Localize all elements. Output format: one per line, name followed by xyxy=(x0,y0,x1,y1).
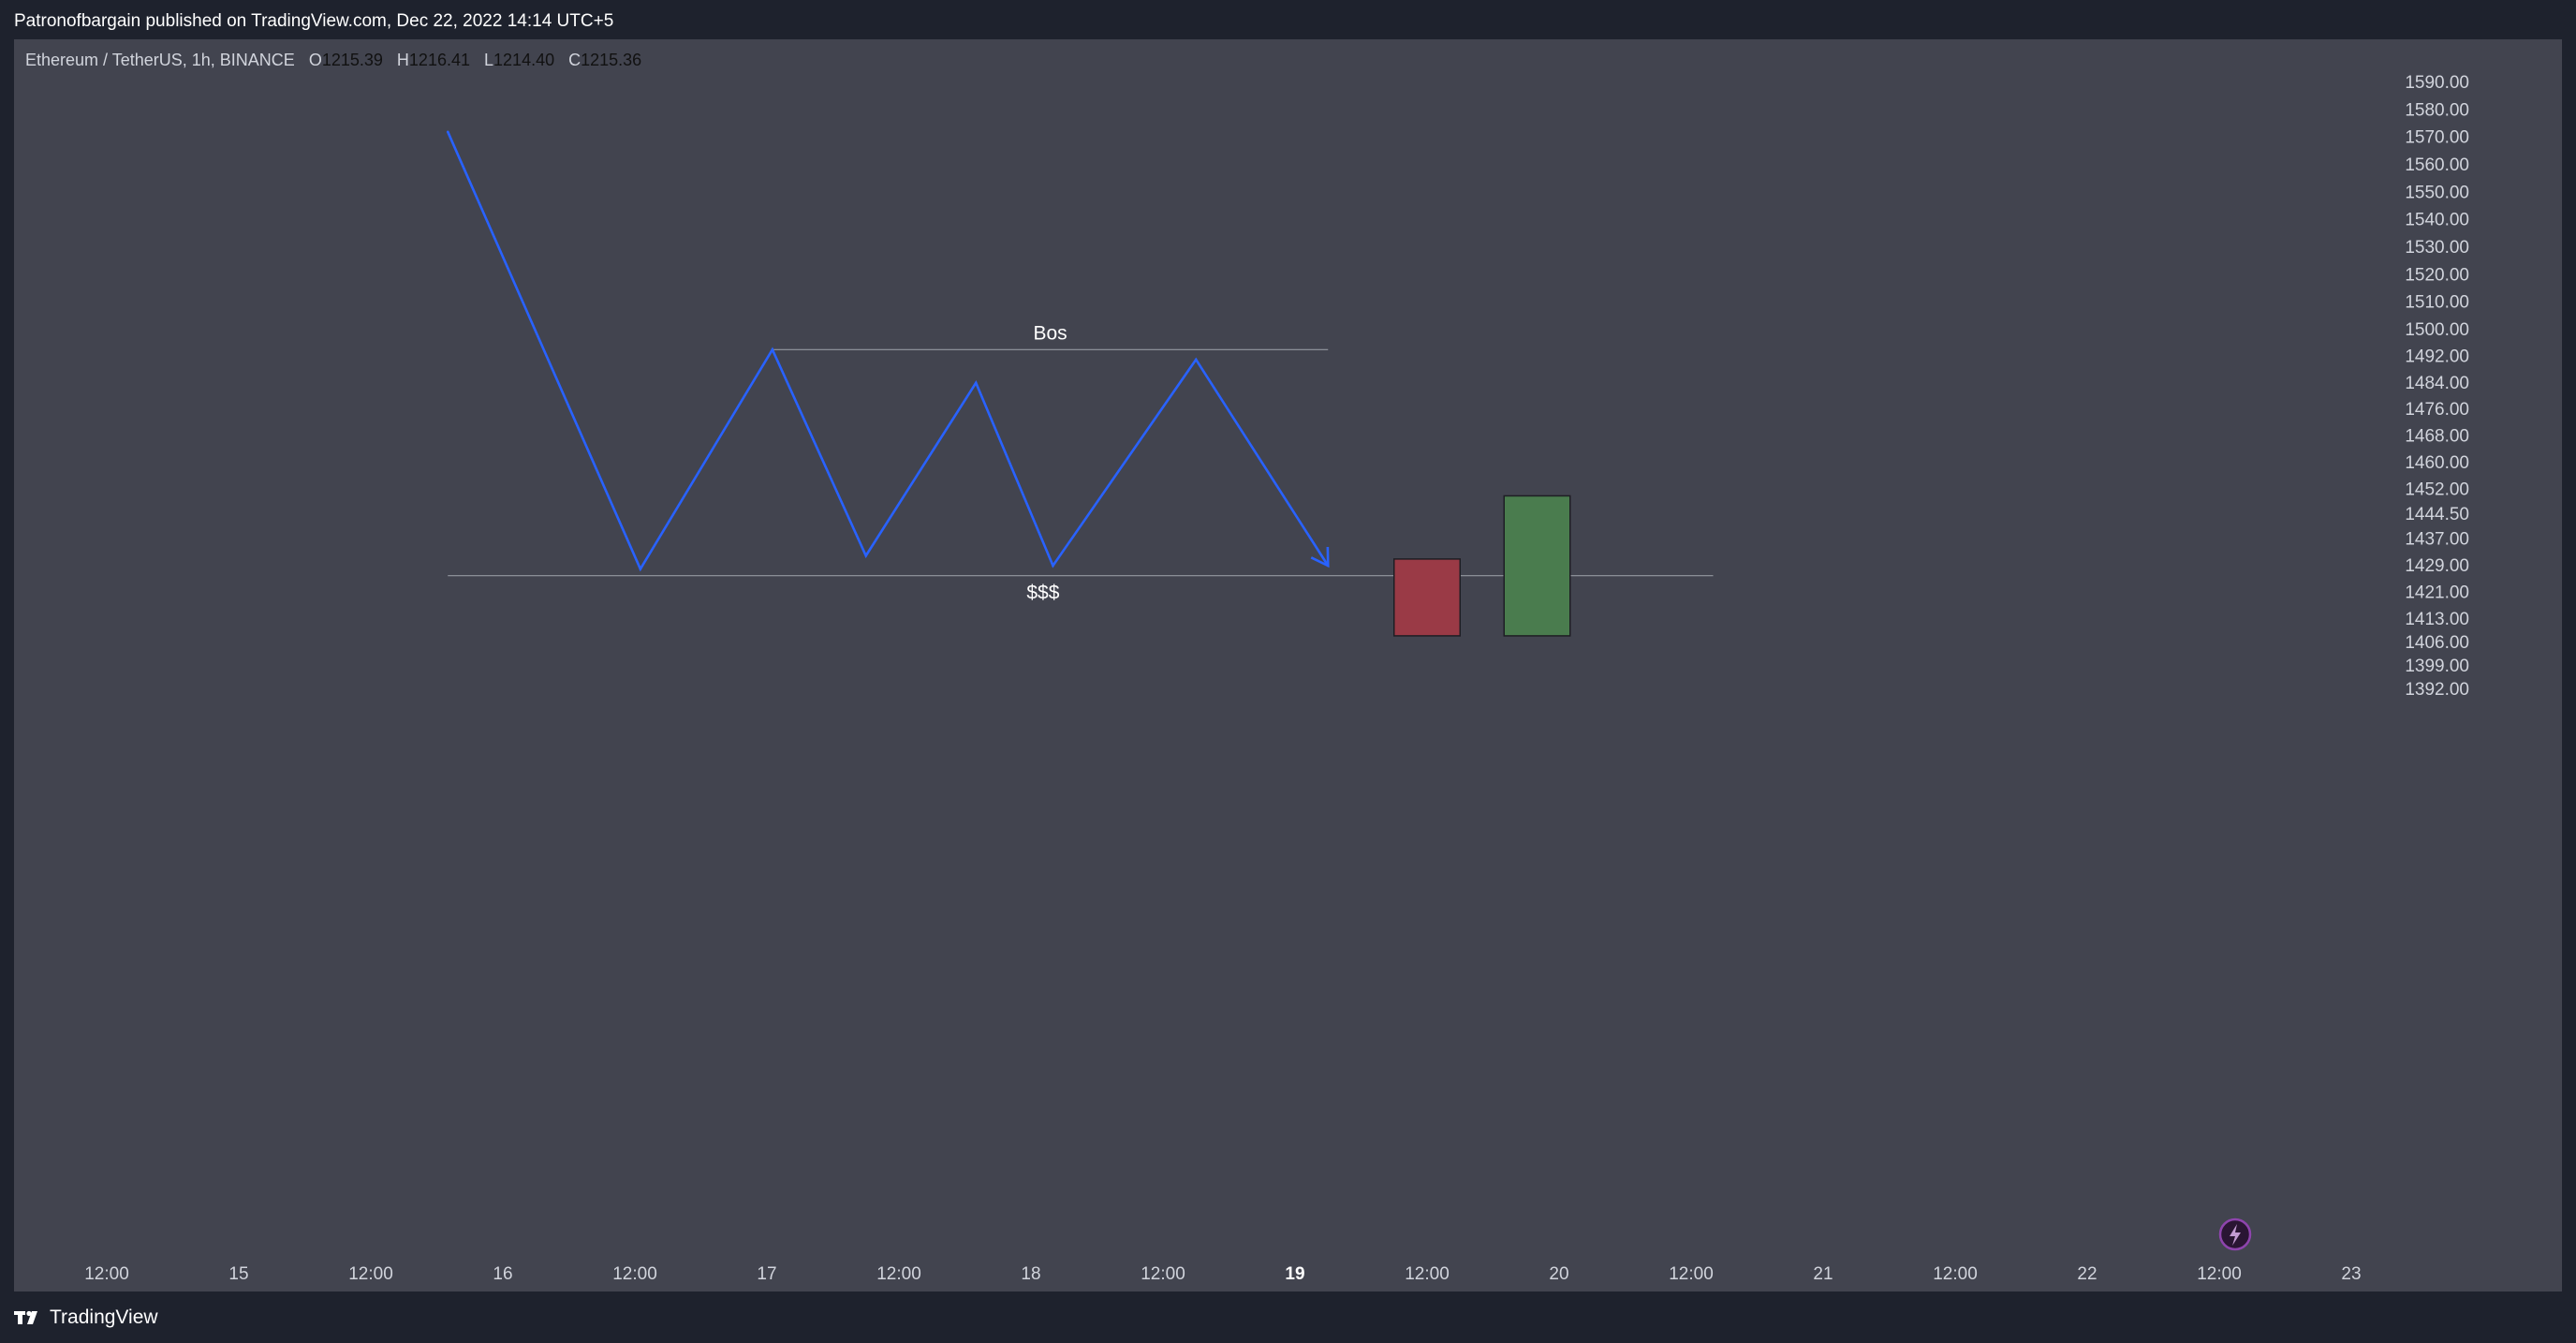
price-path-line xyxy=(447,131,1330,572)
x-tick-label: 12:00 xyxy=(876,1264,921,1284)
publish-header: Patronofbargain published on TradingView… xyxy=(0,0,2576,39)
bullish-box xyxy=(1503,494,1571,637)
x-tick-label: 22 xyxy=(2077,1264,2097,1284)
x-tick-label: 15 xyxy=(228,1264,248,1284)
low-value: 1214.40 xyxy=(493,51,555,69)
x-tick-label: 12:00 xyxy=(1669,1264,1714,1284)
y-tick-label: 1476.00 xyxy=(2405,400,2469,420)
swing-point xyxy=(1194,358,1198,362)
level-label: $$$ xyxy=(1026,583,1059,604)
open-label: O xyxy=(308,51,322,69)
symbol-name: Ethereum / TetherUS, 1h, BINANCE xyxy=(25,51,295,69)
y-tick-label: 1590.00 xyxy=(2405,73,2469,93)
high-value: 1216.41 xyxy=(408,51,470,69)
brand-name: TradingView xyxy=(50,1306,158,1328)
y-tick-label: 1520.00 xyxy=(2405,265,2469,285)
x-tick-label: 21 xyxy=(1813,1264,1833,1284)
footer-bar: TradingView xyxy=(0,1291,2576,1343)
y-tick-label: 1580.00 xyxy=(2405,100,2469,120)
x-tick-label: 18 xyxy=(1021,1264,1040,1284)
y-tick-label: 1413.00 xyxy=(2405,610,2469,629)
publish-text: Patronofbargain published on TradingView… xyxy=(14,11,614,31)
high-label: H xyxy=(396,51,409,69)
tradingview-logo-icon xyxy=(14,1310,37,1324)
y-tick-label: 1560.00 xyxy=(2405,155,2469,175)
open-value: 1215.39 xyxy=(321,51,383,69)
x-tick-label: 12:00 xyxy=(1933,1264,1978,1284)
y-tick-label: 1392.00 xyxy=(2405,680,2469,700)
low-label: L xyxy=(484,51,494,69)
swing-point xyxy=(771,347,774,351)
tradingview-brand[interactable]: TradingView xyxy=(14,1306,158,1329)
level-label: Bos xyxy=(1033,322,1067,344)
y-tick-label: 1570.00 xyxy=(2405,128,2469,148)
x-tick-label: 17 xyxy=(757,1264,776,1284)
y-tick-label: 1406.00 xyxy=(2405,633,2469,653)
close-value: 1215.36 xyxy=(581,51,642,69)
x-tick-label: 12:00 xyxy=(2197,1264,2242,1284)
y-tick-label: 1484.00 xyxy=(2405,374,2469,393)
swing-point xyxy=(864,554,868,557)
swing-point xyxy=(446,130,449,134)
swing-point xyxy=(1052,564,1054,568)
x-tick-label: 19 xyxy=(1285,1264,1304,1284)
bearish-box xyxy=(1393,558,1461,637)
x-tick-label: 16 xyxy=(493,1264,512,1284)
y-tick-label: 1500.00 xyxy=(2405,320,2469,340)
x-tick-label: 23 xyxy=(2341,1264,2361,1284)
close-label: C xyxy=(568,51,581,69)
arrow-head xyxy=(1310,546,1330,568)
x-tick-label: 12:00 xyxy=(1141,1264,1185,1284)
y-tick-label: 1444.50 xyxy=(2405,505,2469,524)
y-tick-label: 1540.00 xyxy=(2405,211,2469,230)
symbol-legend[interactable]: Ethereum / TetherUS, 1h, BINANCE O1215.3… xyxy=(25,51,641,70)
y-tick-label: 1460.00 xyxy=(2405,453,2469,473)
lightning-icon[interactable] xyxy=(2218,1218,2252,1251)
x-tick-label: 12:00 xyxy=(612,1264,657,1284)
y-tick-label: 1550.00 xyxy=(2405,183,2469,202)
swing-point xyxy=(974,381,978,385)
price-chart[interactable]: 1590.00 1580.00 1570.00 1560.00 1550.00 1540.… xyxy=(14,39,2562,1291)
x-tick-label: 12:00 xyxy=(348,1264,393,1284)
y-tick-label: 1429.00 xyxy=(2405,556,2469,576)
x-tick-label: 12:00 xyxy=(1405,1264,1450,1284)
chart-panel[interactable]: 1590.00 1580.00 1570.00 1560.00 1550.00 1540.… xyxy=(14,39,2562,1291)
x-tick-label: 12:00 xyxy=(84,1264,129,1284)
y-tick-label: 1510.00 xyxy=(2405,293,2469,313)
y-tick-label: 1452.00 xyxy=(2405,480,2469,499)
y-tick-label: 1492.00 xyxy=(2405,347,2469,366)
y-tick-label: 1421.00 xyxy=(2405,583,2469,603)
y-tick-label: 1437.00 xyxy=(2405,530,2469,550)
swing-point xyxy=(639,568,642,570)
y-tick-label: 1530.00 xyxy=(2405,238,2469,258)
y-tick-label: 1399.00 xyxy=(2405,657,2469,676)
x-tick-label: 20 xyxy=(1549,1264,1568,1284)
y-tick-label: 1468.00 xyxy=(2405,427,2469,447)
